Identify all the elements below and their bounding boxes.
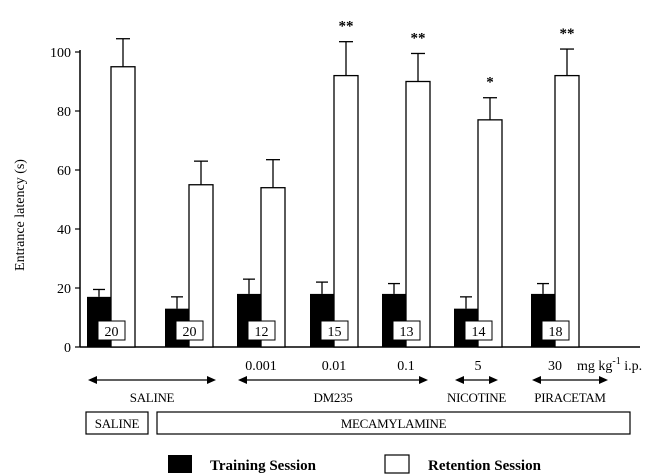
- n-label: 20: [105, 325, 119, 340]
- treatment-label: PIRACETAM: [534, 390, 606, 405]
- legend: Training Session Retention Session: [168, 454, 542, 474]
- arrow-head-left: [238, 376, 247, 384]
- y-tick-label: 100: [50, 46, 71, 61]
- bar-group: 12 0.001: [237, 159, 286, 374]
- bar-group: ** 13 0.1: [382, 30, 431, 374]
- dose-label: 0.1: [397, 359, 415, 374]
- pretreatment-box: SALINE: [85, 411, 149, 435]
- treatment-arrow: DM235: [238, 376, 428, 405]
- treatment-label: NICOTINE: [447, 390, 506, 405]
- treatment-arrow: NICOTINE: [447, 376, 507, 405]
- retention-bar: [260, 187, 286, 348]
- retention-bar: [188, 184, 214, 348]
- legend-retention-label: Retention Session: [428, 458, 542, 474]
- significance-marker: *: [486, 75, 494, 91]
- pretreatment-label: SALINE: [95, 416, 140, 431]
- arrow-head-left: [88, 376, 97, 384]
- bar-groups: 20 20 12 0.001 ** 15 0.01 ** 13 0.1 * 14 5 ** 18 30 mg k…: [87, 19, 642, 374]
- bar-group: ** 15 0.01: [310, 19, 359, 374]
- pretreatment-boxes: SALINE MECAMYLAMINE: [85, 411, 631, 435]
- y-tick-label: 0: [64, 341, 71, 356]
- legend-retention-swatch: [384, 454, 410, 474]
- retention-bar: [110, 66, 136, 348]
- bar-group: ** 18 30: [531, 26, 580, 374]
- treatment-label: DM235: [314, 390, 353, 405]
- n-box: [464, 320, 493, 341]
- box-frame: [85, 411, 149, 435]
- arrow-head-left: [455, 376, 464, 384]
- n-label: 15: [328, 325, 342, 340]
- y-tick-label: 40: [57, 223, 71, 238]
- n-box: [247, 320, 276, 341]
- n-label: 20: [183, 325, 197, 340]
- n-box: [97, 320, 126, 341]
- n-box: [392, 320, 421, 341]
- dose-unit-label: mg kg-1 i.p.: [577, 356, 642, 374]
- dose-label: 0.01: [322, 359, 347, 374]
- dose-label: 0.001: [245, 359, 277, 374]
- significance-marker: **: [560, 26, 575, 42]
- n-box: [175, 320, 204, 341]
- dose-label: 30: [548, 359, 562, 374]
- bar-group: 20: [87, 38, 136, 348]
- n-label: 13: [400, 325, 414, 340]
- significance-marker: **: [339, 19, 354, 35]
- retention-bar: [477, 119, 503, 348]
- y-tick-label: 60: [57, 164, 71, 179]
- y-tick-label: 80: [57, 105, 71, 120]
- retention-bar: [405, 80, 431, 348]
- significance-marker: **: [411, 30, 426, 46]
- bar-group: * 14 5: [454, 75, 503, 374]
- dose-label: 5: [475, 359, 482, 374]
- legend-training-label: Training Session: [210, 458, 317, 474]
- treatment-arrow: PIRACETAM: [532, 376, 608, 405]
- bar-group: 20: [165, 160, 214, 348]
- n-label: 12: [255, 325, 269, 340]
- treatment-label: SALINE: [130, 390, 175, 405]
- arrow-head-right: [489, 376, 498, 384]
- retention-bar: [333, 74, 359, 348]
- n-box: [320, 320, 349, 341]
- arrow-head-right: [599, 376, 608, 384]
- n-label: 18: [549, 325, 563, 340]
- y-axis-label: Entrance latency (s): [13, 159, 28, 271]
- legend-training-swatch: [168, 455, 192, 473]
- arrow-head-right: [419, 376, 428, 384]
- treatment-arrows: SALINE DM235 NICOTINE PIRACETAM: [88, 376, 608, 405]
- pretreatment-box: MECAMYLAMINE: [156, 411, 631, 435]
- arrow-head-right: [207, 376, 216, 384]
- arrow-head-left: [532, 376, 541, 384]
- box-frame: [156, 411, 631, 435]
- n-label: 14: [472, 325, 486, 340]
- n-box: [541, 320, 570, 341]
- pretreatment-label: MECAMYLAMINE: [341, 416, 447, 431]
- treatment-arrow: SALINE: [88, 376, 216, 405]
- y-tick-label: 20: [57, 282, 71, 297]
- retention-bar: [554, 74, 580, 348]
